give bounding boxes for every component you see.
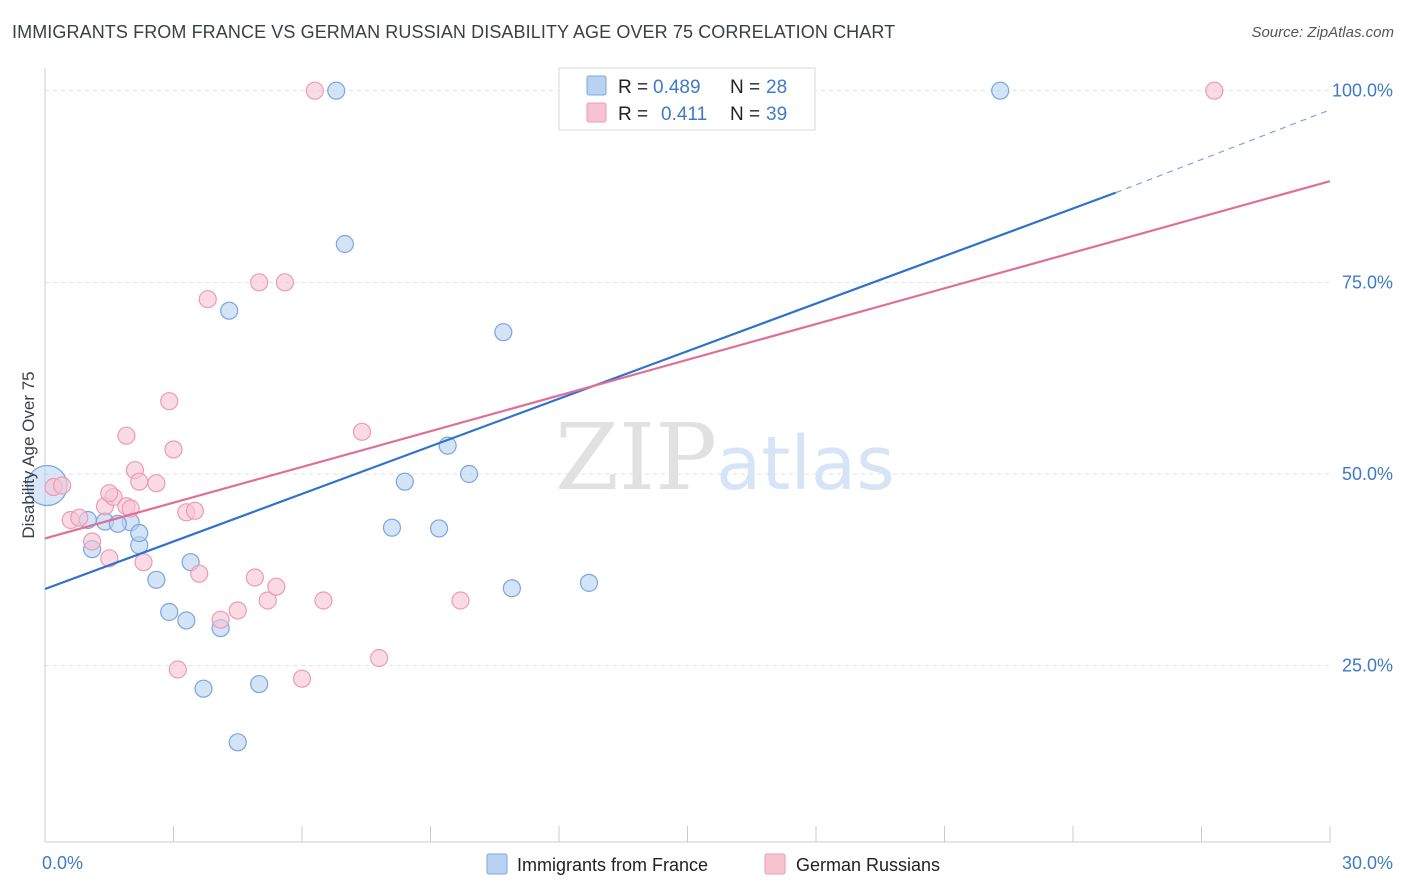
series-label-france: Immigrants from France xyxy=(517,855,708,875)
german-russians-point-35 xyxy=(451,591,470,610)
france-point-17 xyxy=(327,81,346,100)
legend-n-value-france: 28 xyxy=(766,77,787,98)
german-russians-point-33 xyxy=(352,422,372,441)
france-point-7 xyxy=(130,523,149,543)
x-tick-label-1: 30.0% xyxy=(1342,853,1393,873)
france-point-16 xyxy=(220,301,239,320)
y-tick-label-2: 75.0% xyxy=(1342,272,1393,292)
german-russians-point-27 xyxy=(275,273,294,292)
x-tick-labels: 0.0% 30.0% xyxy=(42,853,1393,873)
legend-n-label-german-russians: N = xyxy=(730,104,760,125)
legend-r-label-france: R = xyxy=(618,77,648,98)
german-russians-point-32 xyxy=(314,591,333,610)
france-point-19 xyxy=(382,518,402,537)
france-point-26 xyxy=(579,573,599,592)
axes xyxy=(44,68,1331,843)
y-tick-label-0: 25.0% xyxy=(1342,656,1393,676)
german-russians-point-3 xyxy=(70,508,89,527)
german-russians-point-29 xyxy=(267,577,286,596)
german-russians-point-7 xyxy=(100,484,119,503)
x-tick-label-0: 0.0% xyxy=(42,853,83,873)
france-trend-line xyxy=(44,191,1117,591)
legend-swatch-france xyxy=(586,75,607,96)
france-point-15 xyxy=(250,674,269,694)
german-russians-point-1 xyxy=(53,476,72,495)
grid-lines xyxy=(45,90,1330,667)
watermark-zip: ZIP xyxy=(555,404,717,511)
legend-r-value-german-russians: 0.411 xyxy=(661,104,707,125)
series-swatch-france xyxy=(486,853,508,875)
y-tick-label-1: 50.0% xyxy=(1342,464,1393,484)
german-russians-point-28 xyxy=(258,591,277,610)
german-russians-point-4 xyxy=(83,532,102,551)
chart-title: IMMIGRANTS FROM FRANCE VS GERMAN RUSSIAN… xyxy=(12,22,896,42)
source-label: Source: ZipAtlas.com xyxy=(1251,24,1394,41)
france-point-18 xyxy=(335,234,354,254)
german-russians-point-11 xyxy=(134,553,153,572)
france-point-10 xyxy=(177,611,196,630)
legend-box: R = 0.489 N = 28 R = 0.411 N = 39 xyxy=(558,67,816,131)
watermark: ZIP atlas xyxy=(555,404,895,511)
german-russians-point-15 xyxy=(147,474,166,493)
france-point-21 xyxy=(429,519,449,538)
france-point-20 xyxy=(395,472,414,491)
y-axis-label: Disability Age Over 75 xyxy=(19,371,38,538)
german-russians-point-17 xyxy=(164,440,183,459)
france-trend-extension xyxy=(1115,109,1331,194)
german-russians-point-34 xyxy=(370,648,389,668)
german-russians-point-36 xyxy=(1205,81,1224,100)
german-russians-point-31 xyxy=(305,81,324,100)
france-point-14 xyxy=(228,733,247,752)
watermark-atlas: atlas xyxy=(716,421,895,507)
y-tick-label-3: 100.0% xyxy=(1332,81,1393,101)
german-russians-point-20 xyxy=(190,564,209,583)
german-russians-point-16 xyxy=(160,392,179,411)
german-russians-point-14 xyxy=(130,472,149,491)
legend-n-label-france: N = xyxy=(730,77,760,98)
y-tick-labels: 25.0% 50.0% 75.0% 100.0% xyxy=(1332,81,1393,676)
german-russians-point-24 xyxy=(228,601,247,620)
german-russians-point-23 xyxy=(211,610,230,629)
france-point-13 xyxy=(194,679,213,698)
german-russians-point-25 xyxy=(245,568,264,587)
german-russians-point-12 xyxy=(117,426,136,445)
legend-r-label-german-russians: R = xyxy=(618,104,648,125)
german-russians-point-26 xyxy=(250,273,269,292)
german-russians-point-19 xyxy=(185,501,205,520)
data-points xyxy=(26,81,1224,752)
legend-n-value-german-russians: 39 xyxy=(766,104,787,125)
series-swatch-german-russians xyxy=(764,853,786,875)
legend-swatch-german-russians xyxy=(586,102,607,123)
france-point-23 xyxy=(459,464,479,484)
german-russians-point-21 xyxy=(198,290,217,309)
legend-r-value-france: 0.489 xyxy=(653,77,701,98)
german-russians-point-30 xyxy=(292,669,312,688)
series-label-german-russians: German Russians xyxy=(796,855,940,875)
german-russians-point-22 xyxy=(168,660,187,679)
france-point-27 xyxy=(991,81,1010,100)
france-point-25 xyxy=(502,579,521,598)
trend-lines xyxy=(44,109,1331,591)
german-russians-trend-line xyxy=(44,180,1331,540)
france-point-9 xyxy=(160,602,179,622)
france-point-24 xyxy=(494,323,513,342)
france-point-8 xyxy=(147,570,166,589)
series-legend: Immigrants from France German Russians xyxy=(486,853,940,875)
